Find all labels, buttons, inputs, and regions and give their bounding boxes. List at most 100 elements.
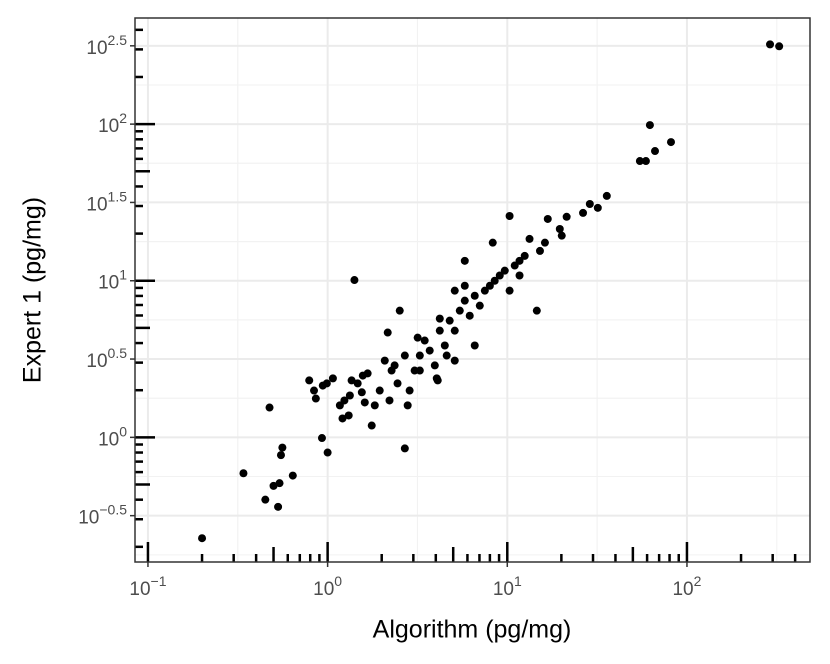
point (350, 276, 359, 285)
point (393, 379, 402, 388)
point (485, 281, 494, 290)
point (666, 138, 675, 147)
y-axis-title: Expert 1 (pg/mg) (19, 197, 47, 383)
point (413, 333, 422, 342)
point (635, 157, 644, 166)
point (641, 157, 650, 166)
point (505, 286, 514, 295)
point (766, 40, 775, 49)
point (557, 231, 566, 240)
point (420, 336, 429, 345)
point (278, 443, 287, 452)
y-tick-label: 100 (98, 423, 127, 450)
point (403, 401, 412, 410)
point (450, 326, 459, 335)
point (450, 356, 459, 365)
point (470, 341, 479, 350)
point (579, 208, 588, 217)
point (435, 314, 444, 323)
point (442, 351, 451, 360)
y-tick-label: 10−0.5 (78, 501, 127, 528)
point (310, 386, 319, 395)
point (353, 379, 362, 388)
point (500, 266, 509, 275)
point (525, 234, 534, 243)
x-axis-title: Algorithm (pg/mg) (373, 616, 572, 644)
point (383, 328, 392, 337)
point (505, 212, 514, 221)
point (390, 361, 399, 370)
point (344, 411, 353, 420)
point (276, 451, 285, 460)
point (480, 286, 489, 295)
point (400, 351, 409, 360)
point (400, 444, 409, 453)
point (322, 379, 331, 388)
point (239, 469, 248, 478)
y-tick-label: 101.5 (86, 188, 127, 215)
point (198, 534, 207, 543)
point (470, 291, 479, 300)
point (775, 42, 784, 51)
point (375, 386, 384, 395)
point (317, 434, 326, 443)
point (288, 471, 297, 480)
point (305, 376, 314, 385)
x-tick-label: 102 (672, 573, 701, 600)
point (450, 286, 459, 295)
point (602, 191, 611, 200)
point (265, 403, 274, 412)
point (535, 246, 544, 255)
point (338, 414, 347, 423)
point (405, 386, 414, 395)
point (555, 224, 564, 233)
point (347, 376, 356, 385)
point (323, 448, 332, 457)
point (488, 238, 497, 247)
point (460, 256, 469, 265)
point (460, 296, 469, 305)
point (540, 238, 549, 247)
point (475, 301, 484, 310)
point (532, 306, 541, 315)
point (515, 271, 524, 280)
point (425, 346, 434, 355)
point (275, 479, 284, 488)
point (385, 396, 394, 405)
point (274, 502, 283, 511)
point (367, 421, 376, 430)
point (435, 326, 444, 335)
point (432, 374, 441, 383)
x-tick-label: 100 (313, 573, 342, 600)
y-tick-label: 102 (98, 110, 127, 137)
point (543, 214, 552, 223)
point (645, 121, 654, 130)
y-tick-label: 102.5 (86, 32, 127, 59)
point (495, 271, 504, 280)
point (415, 366, 424, 375)
point (345, 391, 354, 400)
point (358, 371, 367, 380)
point (585, 200, 594, 209)
point (357, 388, 366, 397)
point (360, 398, 369, 407)
point (465, 311, 474, 320)
x-tick-label: 101 (493, 573, 522, 600)
point (515, 256, 524, 265)
point (311, 394, 320, 403)
point (328, 374, 337, 383)
x-tick-label: 10−1 (129, 573, 166, 600)
y-tick-label: 101 (98, 266, 127, 293)
panel-border (134, 17, 811, 563)
point (370, 401, 379, 410)
point (269, 481, 278, 490)
point (520, 251, 529, 260)
point (455, 306, 464, 315)
point (562, 212, 571, 221)
point (380, 356, 389, 365)
point (593, 203, 602, 212)
point (445, 316, 454, 325)
point (261, 495, 270, 504)
point (440, 341, 449, 350)
point (415, 351, 424, 360)
